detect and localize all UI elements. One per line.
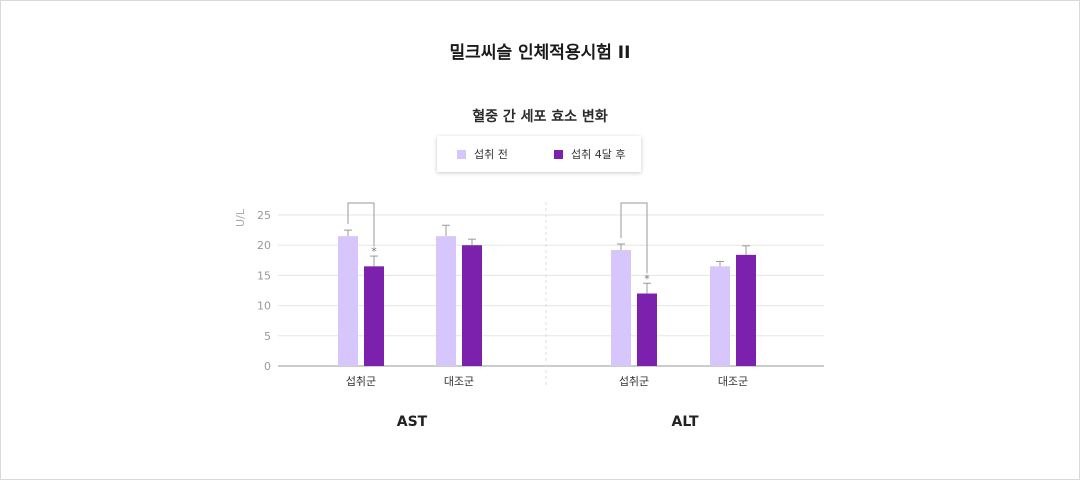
x-tick-label: 섭취군 <box>619 375 649 388</box>
legend-label-before: 섭취 전 <box>474 148 508 161</box>
legend-swatch-before <box>457 149 466 159</box>
bar <box>364 266 384 366</box>
bar <box>736 254 756 366</box>
significance-bracket <box>620 202 648 274</box>
panel-label-ast: AST <box>396 414 428 430</box>
significance-marker: * <box>371 245 377 258</box>
bar <box>338 236 358 366</box>
panel-label-alt: ALT <box>671 414 699 430</box>
significance-bracket <box>347 202 375 247</box>
legend-swatch-after <box>554 149 563 159</box>
bar <box>637 293 657 366</box>
legend-item-after: 섭취 4달 후 <box>554 146 625 162</box>
y-tick-label: 20 <box>257 239 271 252</box>
x-tick-label: 대조군 <box>444 375 474 388</box>
x-tick-label: 대조군 <box>718 375 748 388</box>
bar <box>462 245 482 366</box>
bar <box>611 250 631 366</box>
legend: 섭취 전 섭취 4달 후 <box>437 136 641 172</box>
significance-marker: * <box>644 272 650 285</box>
y-axis-label: U/L <box>234 208 247 227</box>
y-tick-label: 15 <box>257 269 271 282</box>
y-tick-label: 10 <box>257 300 271 313</box>
y-tick-label: 0 <box>264 360 271 373</box>
x-tick-label: 섭취군 <box>346 375 376 388</box>
chart-title: 밀크씨슬 인체적용시험 II <box>449 43 631 63</box>
chart-subtitle: 혈중 간 세포 효소 변화 <box>472 109 608 125</box>
legend-item-before: 섭취 전 <box>457 146 554 162</box>
legend-label-after: 섭취 4달 후 <box>571 148 626 161</box>
y-tick-label: 25 <box>257 209 271 222</box>
bar <box>710 266 730 366</box>
bar <box>436 236 456 366</box>
y-tick-label: 5 <box>264 330 271 343</box>
